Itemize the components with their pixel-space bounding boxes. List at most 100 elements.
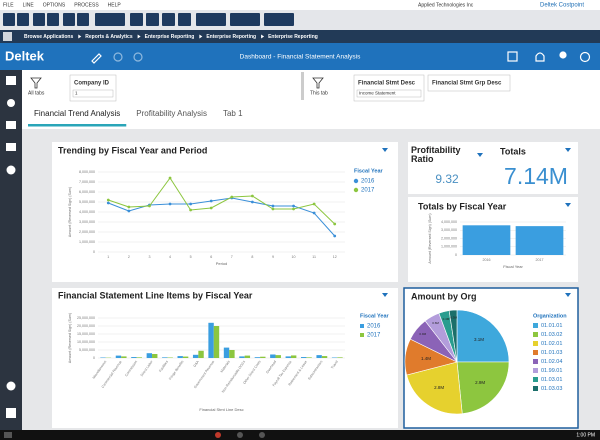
point — [148, 204, 151, 208]
icon[interactable] — [4, 432, 12, 438]
filter-value: Income Statement — [359, 91, 396, 96]
y-tick-label: 7,000,000 — [79, 180, 95, 184]
menu-item[interactable]: LINE — [23, 2, 35, 8]
point — [292, 207, 295, 211]
point — [271, 204, 275, 208]
user-icon[interactable] — [559, 51, 567, 59]
icon[interactable] — [6, 76, 16, 85]
x-tick-label: 3 — [148, 255, 150, 259]
tab[interactable]: Tab 1 — [223, 109, 243, 118]
icon[interactable] — [178, 13, 191, 26]
icon[interactable] — [17, 13, 29, 26]
icon[interactable] — [95, 13, 125, 26]
filter-icon[interactable] — [312, 77, 324, 89]
point — [250, 194, 254, 198]
y-tick-label: 1,000,000 — [441, 245, 457, 249]
filter-box[interactable] — [427, 74, 511, 92]
icon[interactable] — [6, 165, 16, 175]
icon[interactable] — [259, 432, 265, 438]
separator — [261, 34, 265, 39]
filter-label: Financial Stmt Grp Desc — [432, 81, 502, 87]
icon[interactable] — [6, 121, 16, 129]
bar — [290, 355, 297, 358]
x-tick-label: 8 — [251, 255, 253, 259]
breadcrumb-item[interactable]: Reports & Analytics — [85, 34, 133, 40]
tab[interactable]: Profitability Analysis — [136, 109, 207, 118]
kpi-value: 7.14M — [504, 163, 568, 189]
filter-icon[interactable] — [477, 153, 483, 157]
legend-swatch — [533, 377, 538, 382]
icon[interactable] — [215, 432, 221, 438]
icon[interactable] — [77, 13, 89, 26]
pie-slice — [456, 309, 510, 363]
y-tick-label: 3,000,000 — [79, 220, 95, 224]
icon[interactable] — [3, 13, 15, 26]
menu: FILE LINE OPTIONS PROCESS HELP — [3, 2, 121, 8]
bar — [260, 356, 266, 358]
select[interactable] — [356, 89, 422, 98]
icon[interactable] — [33, 13, 45, 26]
bar — [515, 226, 564, 255]
redo-icon[interactable] — [133, 52, 143, 62]
icon[interactable] — [264, 13, 294, 26]
y-tick-label: 3,000,000 — [441, 228, 457, 232]
point — [250, 200, 254, 204]
point — [209, 199, 213, 203]
breadcrumb-item[interactable]: Browse Applications — [24, 34, 73, 40]
x-tick-label: Overhead — [265, 360, 277, 375]
bar — [462, 225, 511, 255]
legend-swatch — [533, 386, 538, 391]
icon[interactable] — [6, 381, 16, 391]
icon[interactable] — [196, 13, 226, 26]
bell-icon[interactable] — [535, 52, 545, 62]
filter-icon[interactable] — [565, 148, 571, 152]
help-icon[interactable] — [579, 51, 591, 63]
icon[interactable] — [162, 13, 175, 26]
point — [230, 195, 234, 199]
menu-icon[interactable] — [507, 51, 518, 62]
filter-icon[interactable] — [382, 148, 388, 152]
slice-label: 2.8M — [434, 385, 444, 390]
logo: Deltek — [5, 48, 45, 63]
panel-filters — [382, 148, 571, 297]
icon[interactable] — [6, 143, 16, 151]
legend-swatch — [533, 350, 538, 355]
edit-icon[interactable] — [91, 53, 102, 64]
pie-slice — [406, 361, 463, 415]
icon[interactable] — [63, 13, 75, 26]
icon[interactable] — [47, 13, 59, 26]
breadcrumb-item[interactable]: Enterprise Reporting — [206, 34, 256, 40]
menu-item[interactable]: FILE — [3, 2, 14, 8]
filter-icon[interactable] — [382, 293, 388, 297]
menu-item[interactable]: PROCESS — [74, 2, 99, 8]
y-tick-label: 0 — [93, 250, 95, 254]
bar — [136, 357, 142, 358]
sidebar — [0, 70, 22, 430]
breadcrumb-item[interactable]: Enterprise Reporting — [268, 34, 318, 40]
icon[interactable] — [237, 432, 243, 438]
bar — [244, 355, 251, 358]
this-tab: This tab — [310, 90, 328, 96]
breadcrumb-item[interactable]: Enterprise Reporting — [145, 34, 195, 40]
filter-icon[interactable] — [565, 203, 571, 207]
undo-icon[interactable] — [113, 52, 123, 62]
tab[interactable]: Financial Trend Analysis — [34, 109, 120, 118]
icon[interactable] — [130, 13, 143, 26]
legend-swatch — [360, 333, 364, 337]
icon[interactable] — [7, 99, 15, 107]
menu-item[interactable]: HELP — [108, 2, 122, 8]
menu-item[interactable]: OPTIONS — [43, 2, 66, 8]
bar — [115, 355, 122, 358]
home-icon[interactable] — [3, 32, 12, 41]
icon[interactable] — [230, 13, 260, 26]
icon[interactable] — [6, 408, 16, 418]
kpi-title: Profitability Ratio — [411, 146, 461, 164]
y-tick-label: 4,000,000 — [441, 220, 457, 224]
icon[interactable] — [146, 13, 159, 26]
bar — [213, 326, 220, 358]
y-tick-label: 2,000,000 — [441, 236, 457, 240]
select[interactable] — [72, 89, 114, 98]
filter-icon[interactable] — [565, 293, 571, 297]
divider — [301, 72, 304, 100]
filter-icon[interactable] — [30, 77, 42, 89]
